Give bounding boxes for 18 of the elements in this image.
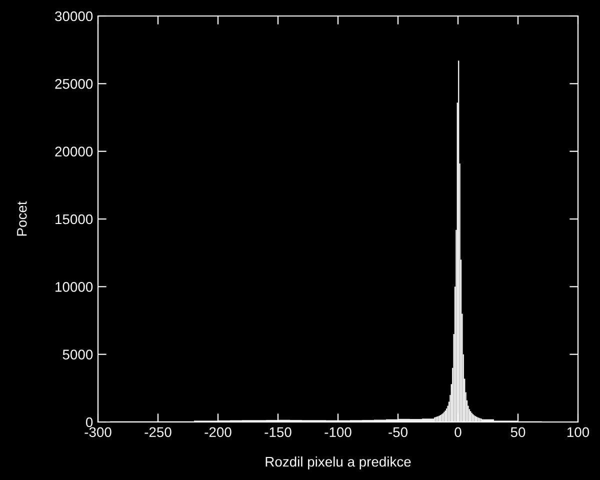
y-tick-label: 25000 bbox=[55, 79, 93, 89]
x-tick-label: -50 bbox=[388, 427, 408, 438]
y-tick-label: 5000 bbox=[62, 350, 93, 360]
x-tick-label: -150 bbox=[264, 427, 292, 438]
y-axis-title: Pocet bbox=[17, 201, 27, 236]
y-tick-label: 15000 bbox=[56, 214, 93, 224]
x-tick-label: -200 bbox=[204, 427, 232, 438]
y-tick-label: 10000 bbox=[56, 282, 93, 292]
y-tick-label: 20000 bbox=[55, 146, 93, 157]
y-tick-label: 0 bbox=[86, 417, 93, 428]
x-tick-label: -100 bbox=[324, 427, 352, 438]
x-tick-label: 0 bbox=[454, 427, 462, 438]
y-tick-label: 30000 bbox=[55, 11, 93, 22]
x-axis-title: Rozdil pixelu a predikce bbox=[266, 456, 411, 470]
x-tick-label: -250 bbox=[144, 427, 172, 438]
x-tick-label: 50 bbox=[510, 427, 526, 438]
x-tick-label: -300 bbox=[84, 427, 112, 438]
x-tick-label: 100 bbox=[567, 427, 590, 438]
